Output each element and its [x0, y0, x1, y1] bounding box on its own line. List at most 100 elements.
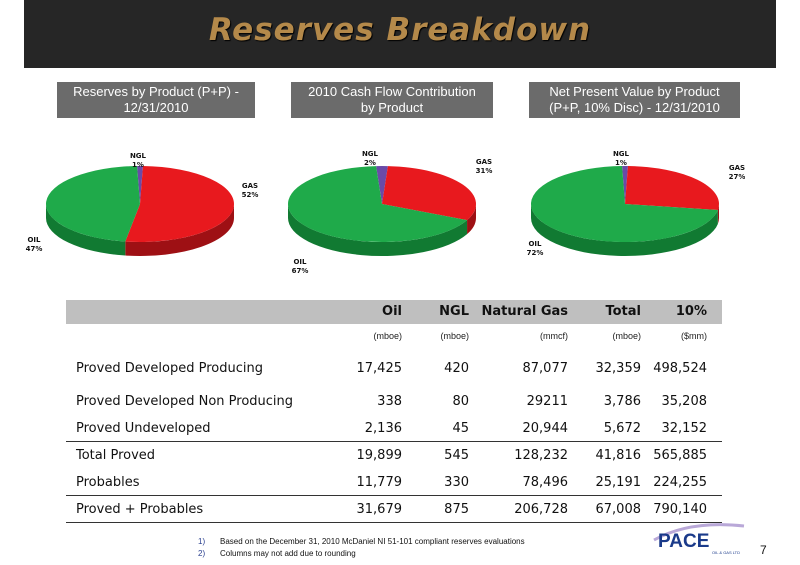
pie-slice-gas [625, 166, 719, 210]
pie-slice-oil [46, 166, 140, 242]
table-cell: 330 [444, 475, 469, 490]
table-cell: 5,672 [603, 421, 641, 436]
pie3-header-line1: Net Present Value by Product [549, 84, 720, 99]
pie-side-oil [288, 204, 468, 256]
pie-value-oil: 72% [527, 249, 544, 257]
pie-side-oil [46, 204, 126, 256]
footnote-number: 1) [198, 537, 206, 546]
pie-slice-gas [125, 166, 235, 242]
table-cell: 20,944 [522, 421, 569, 436]
table-header-bar [66, 300, 722, 324]
pie2-header-line1: 2010 Cash Flow Contribution [308, 84, 476, 99]
column-header: 10% [675, 304, 707, 319]
table-cell: 35,208 [661, 394, 708, 409]
pie-side-gas [467, 204, 476, 235]
table-cell: 41,816 [595, 448, 642, 463]
svg-text:PACE: PACE [658, 531, 709, 552]
pie3-header-line2: (P+P, 10% Disc) - 12/31/2010 [549, 100, 720, 115]
table-cell: 29211 [526, 394, 568, 409]
column-unit: (mboe) [612, 331, 641, 341]
footnote-number: 2) [198, 549, 206, 558]
row-label: Probables [76, 475, 140, 490]
row-label: Proved Undeveloped [76, 421, 211, 436]
pie-label-gas: GAS [729, 164, 745, 172]
table-cell: 545 [444, 448, 469, 463]
pie3-header: Net Present Value by Product (P+P, 10% D… [529, 82, 740, 118]
table-cell: 11,779 [356, 475, 403, 490]
pie-value-oil: 47% [26, 245, 43, 253]
table-cell: 875 [444, 502, 469, 517]
table-cell: 3,786 [603, 394, 641, 409]
footnote-text: Columns may not add due to rounding [220, 549, 356, 558]
divider [66, 495, 722, 496]
table-cell: 31,679 [356, 502, 403, 517]
column-header: Total [605, 304, 641, 319]
pie-value-gas: 31% [476, 167, 493, 175]
table-cell: 224,255 [653, 475, 707, 490]
table-cell: 2,136 [364, 421, 402, 436]
table-cell: 87,077 [522, 361, 569, 376]
pie-value-ngl: 1% [132, 161, 144, 169]
table-cell: 67,008 [595, 502, 642, 517]
svg-text:OIL & GAS LTD: OIL & GAS LTD [712, 550, 740, 555]
pie-side-gas [125, 204, 234, 256]
column-header: Natural Gas [481, 304, 568, 319]
footnote-1: 1) Based on the December 31, 2010 McDanie… [198, 537, 525, 546]
pie-label-gas: GAS [476, 158, 492, 166]
table-cell: 25,191 [595, 475, 642, 490]
pie-value-gas: 52% [242, 191, 259, 199]
row-label: Proved Developed Producing [76, 361, 263, 376]
pie-side-oil [531, 204, 718, 256]
pie-value-gas: 27% [729, 173, 745, 181]
column-unit: (mboe) [373, 331, 402, 341]
pie2-header-line2: by Product [360, 100, 424, 115]
divider [66, 441, 722, 442]
pie-label-oil: OIL [293, 258, 307, 266]
column-unit: (mmcf) [540, 331, 568, 341]
row-label: Total Proved [76, 448, 156, 463]
table-cell: 790,140 [653, 502, 707, 517]
pie-side-gas [717, 204, 719, 224]
pie-label-gas: GAS [242, 182, 258, 190]
pie-value-oil: 67% [292, 267, 309, 275]
pie1-header-line2: 12/31/2010 [123, 100, 189, 115]
pie-slice-ngl [622, 166, 628, 204]
table-cell: 32,359 [595, 361, 642, 376]
pie-label-oil: OIL [27, 236, 41, 244]
pie-slice-ngl [376, 166, 388, 204]
table-cell: 45 [452, 421, 469, 436]
page-title: Reserves Breakdown [208, 12, 592, 48]
footnote-text: Based on the December 31, 2010 McDaniel … [220, 537, 525, 546]
pie-label-oil: OIL [528, 240, 542, 248]
table-cell: 78,496 [522, 475, 569, 490]
pie-label-ngl: NGL [613, 150, 630, 158]
pie-value-ngl: 2% [364, 159, 376, 167]
pie-value-ngl: 1% [615, 159, 627, 167]
page-number: 7 [760, 543, 767, 557]
pie-label-ngl: NGL [362, 150, 379, 158]
pie-slice-oil [531, 166, 718, 242]
pie-slice-oil [288, 166, 468, 242]
table-cell: 498,524 [653, 361, 707, 376]
table-cell: 338 [377, 394, 402, 409]
pie-slice-ngl [137, 166, 143, 204]
table-cell: 420 [444, 361, 469, 376]
pie-slice-gas [382, 166, 476, 221]
footnote-2: 2) Columns may not add due to rounding [198, 549, 356, 558]
table-cell: 565,885 [653, 448, 707, 463]
pie2-header: 2010 Cash Flow Contribution by Product [291, 82, 493, 118]
pie1-header: Reserves by Product (P+P) - 12/31/2010 [57, 82, 255, 118]
row-label: Proved Developed Non Producing [76, 394, 294, 409]
title-bar: Reserves Breakdown [24, 0, 776, 68]
column-header: NGL [439, 304, 469, 319]
row-label: Proved + Probables [76, 502, 204, 517]
table-cell: 19,899 [356, 448, 403, 463]
table-cell: 32,152 [661, 421, 708, 436]
table-cell: 17,425 [356, 361, 403, 376]
table-cell: 80 [452, 394, 469, 409]
table-cell: 206,728 [514, 502, 568, 517]
column-header: Oil [382, 304, 402, 319]
